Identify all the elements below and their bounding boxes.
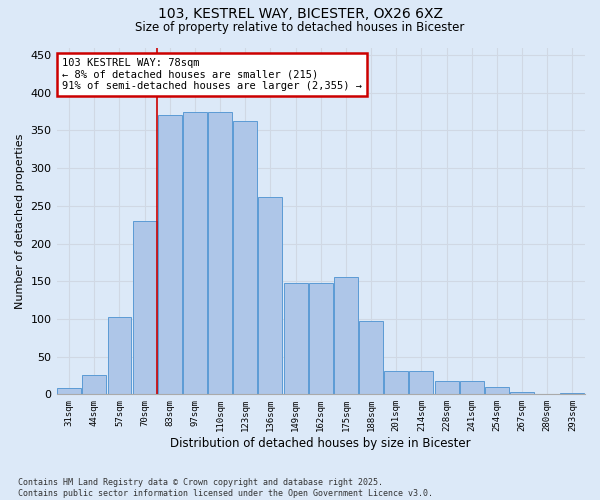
Bar <box>560 393 584 394</box>
Bar <box>359 321 383 394</box>
Bar <box>510 392 534 394</box>
Bar <box>233 120 257 394</box>
Text: 103 KESTREL WAY: 78sqm
← 8% of detached houses are smaller (215)
91% of semi-det: 103 KESTREL WAY: 78sqm ← 8% of detached … <box>62 58 362 91</box>
Bar <box>385 371 408 394</box>
X-axis label: Distribution of detached houses by size in Bicester: Distribution of detached houses by size … <box>170 437 471 450</box>
Text: Contains HM Land Registry data © Crown copyright and database right 2025.
Contai: Contains HM Land Registry data © Crown c… <box>18 478 433 498</box>
Text: Size of property relative to detached houses in Bicester: Size of property relative to detached ho… <box>136 21 464 34</box>
Bar <box>57 388 81 394</box>
Y-axis label: Number of detached properties: Number of detached properties <box>15 133 25 308</box>
Bar <box>334 278 358 394</box>
Bar <box>259 197 283 394</box>
Bar <box>208 112 232 395</box>
Bar <box>133 221 157 394</box>
Bar <box>284 284 308 395</box>
Bar <box>309 282 333 395</box>
Bar <box>158 116 182 394</box>
Bar <box>460 381 484 394</box>
Bar <box>409 371 433 394</box>
Text: 103, KESTREL WAY, BICESTER, OX26 6XZ: 103, KESTREL WAY, BICESTER, OX26 6XZ <box>157 8 443 22</box>
Bar <box>183 112 207 395</box>
Bar <box>434 381 458 394</box>
Bar <box>485 387 509 394</box>
Bar <box>107 318 131 394</box>
Bar <box>82 374 106 394</box>
